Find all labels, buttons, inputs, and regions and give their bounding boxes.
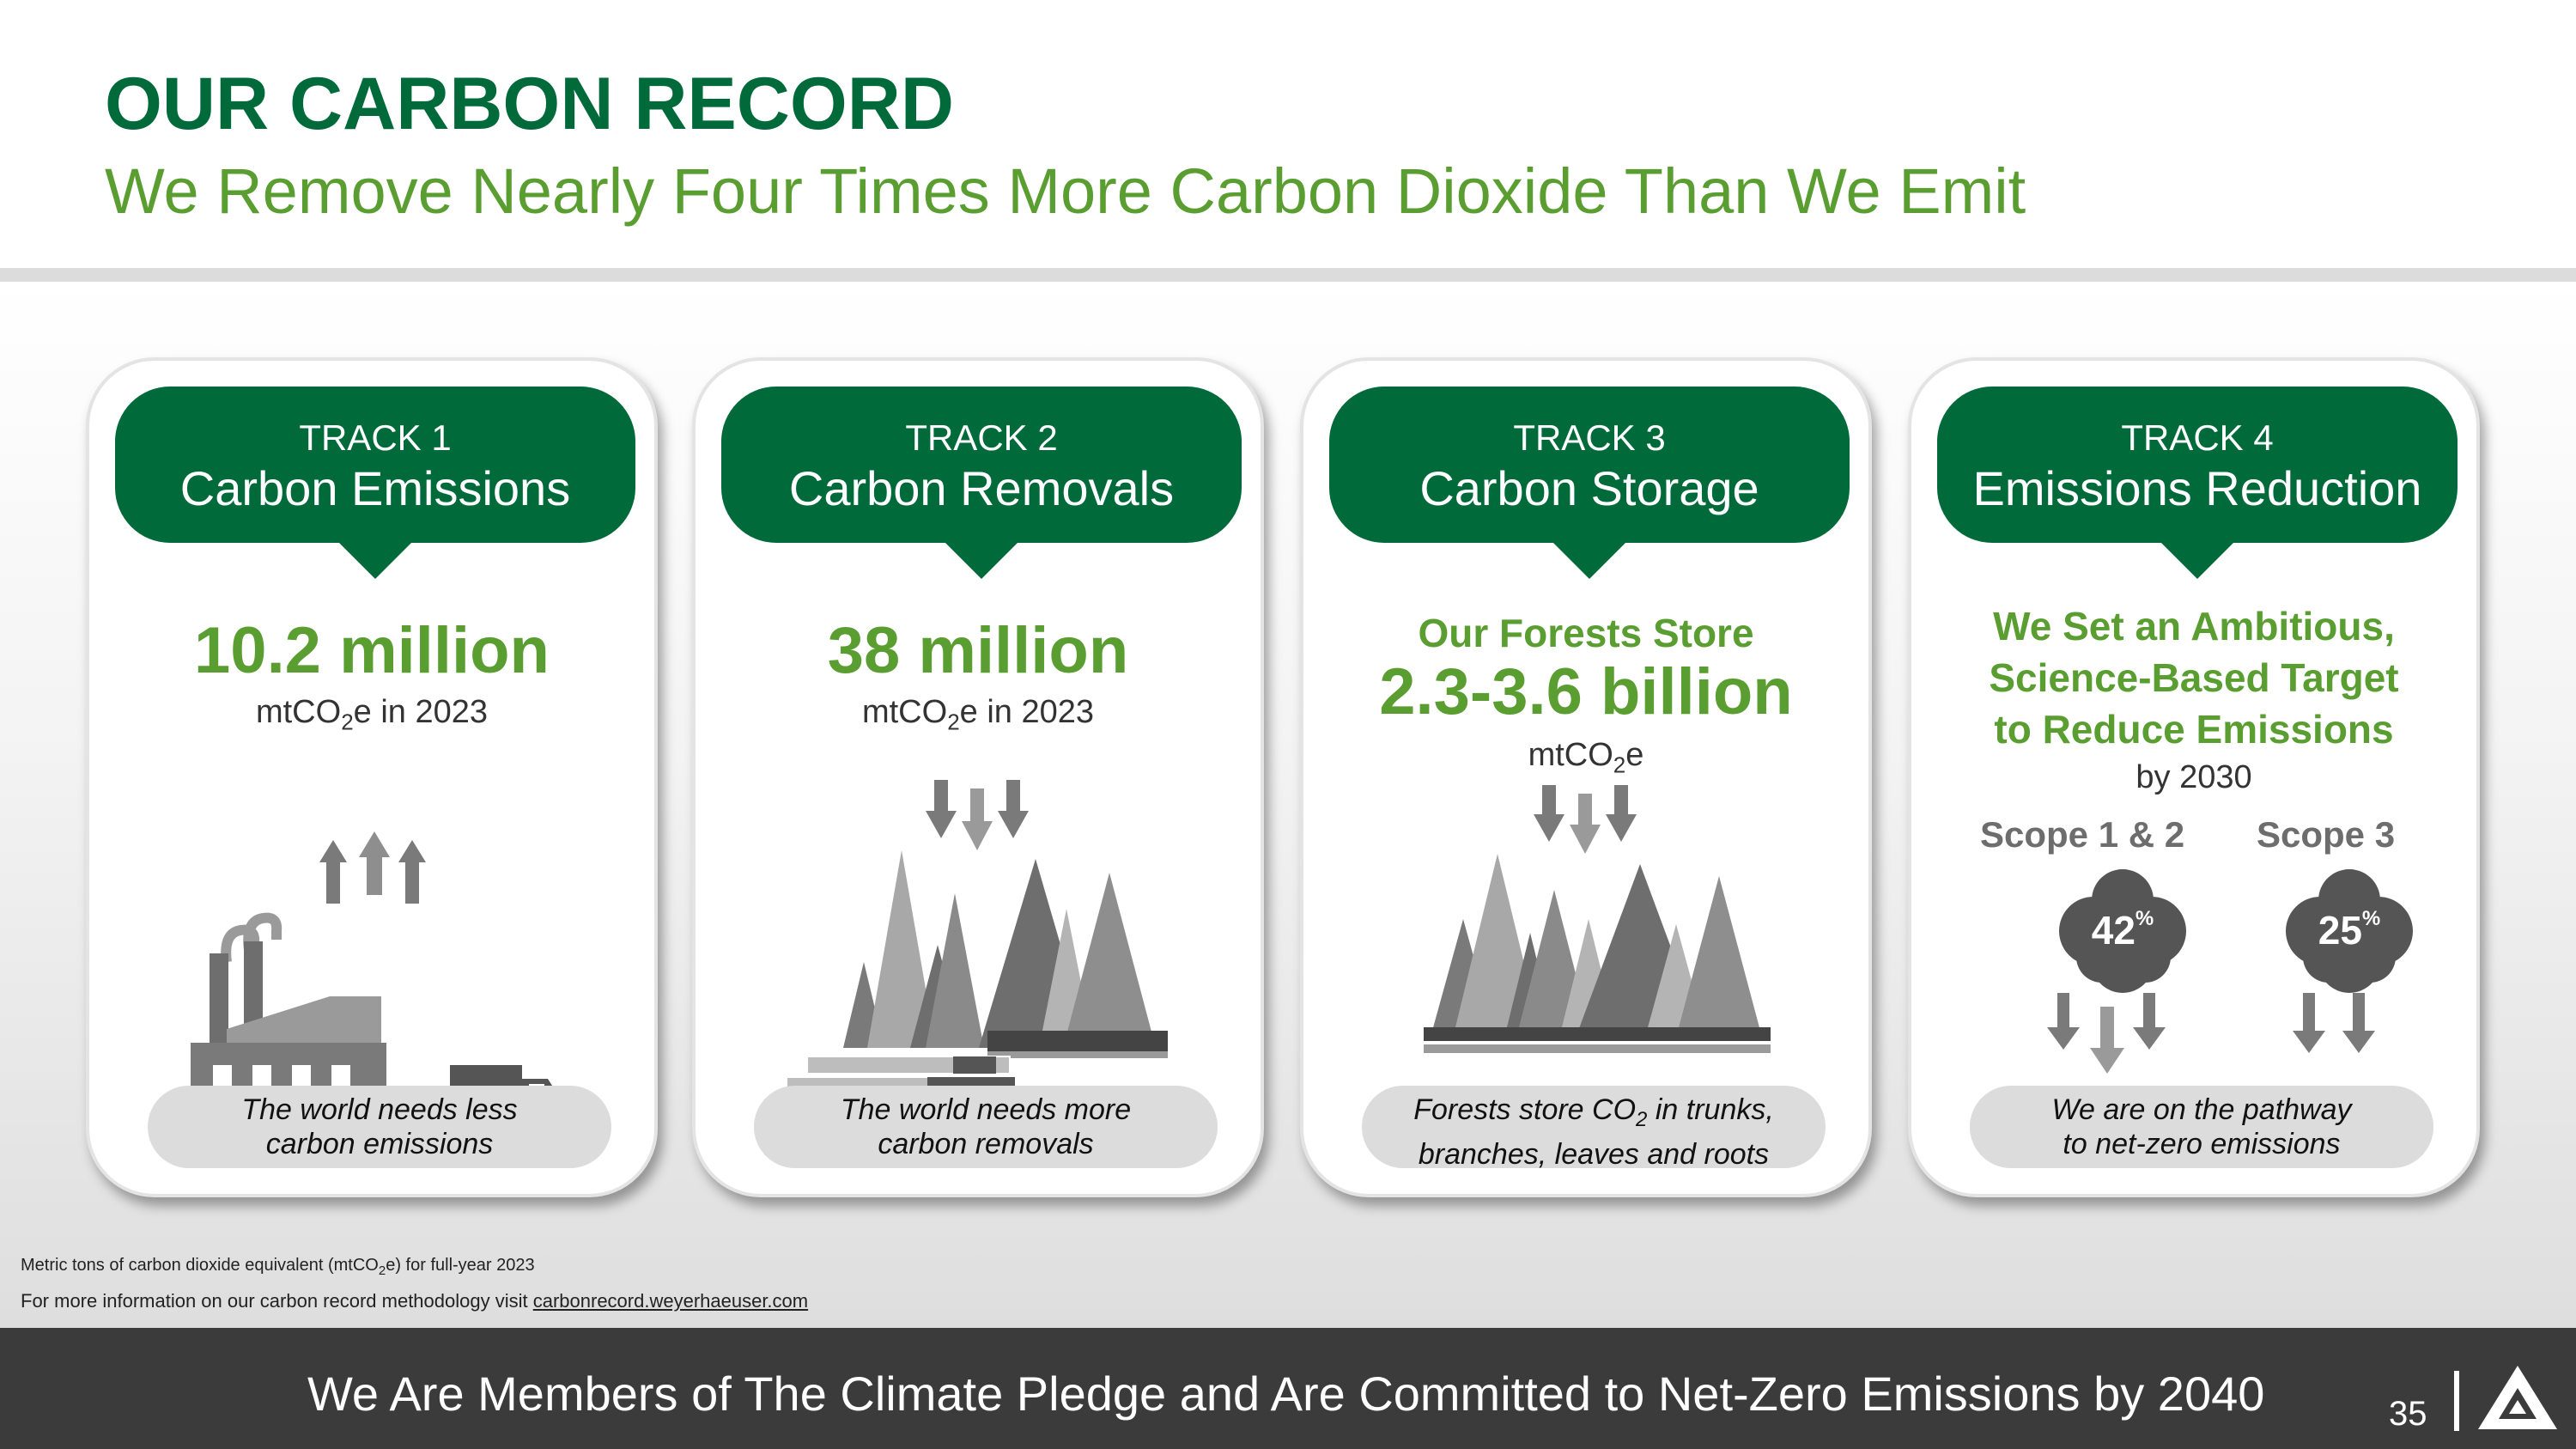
- scope-3-label: Scope 3: [2257, 814, 2396, 855]
- page-title: OUR CARBON RECORD: [105, 63, 954, 145]
- track-header-1: TRACK 1 Carbon Emissions: [115, 387, 635, 579]
- track-unit: mtCO2e in 2023: [861, 694, 1095, 735]
- track-number: TRACK 2: [905, 417, 1058, 458]
- track-card-3: TRACK 3 Carbon Storage Our Forests Store…: [1300, 357, 1872, 1197]
- track-card-1: TRACK 1 Carbon Emissions 10.2 million mt…: [86, 357, 658, 1197]
- track-value: 2.3-3.6 billion: [1379, 655, 1793, 728]
- cloud-reduction-icon: [2047, 869, 2413, 1074]
- track-name: Carbon Storage: [1419, 461, 1759, 515]
- track-lead: Our Forests Store: [1418, 611, 1754, 655]
- track-value: 38 million: [827, 614, 1129, 687]
- track-number: TRACK 4: [2121, 417, 2274, 458]
- track-unit: mtCO2e in 2023: [255, 694, 489, 735]
- track-header-2: TRACK 2 Carbon Removals: [721, 387, 1242, 579]
- target-line-2: Science-Based Target: [1989, 655, 2399, 700]
- track-value: 10.2 million: [194, 614, 550, 687]
- track-card-2: TRACK 2 Carbon Removals 38 million mtCO2…: [692, 357, 1264, 1197]
- track-caption: We are on the pathway to net-zero emissi…: [1970, 1086, 2433, 1168]
- footnote-units: Metric tons of carbon dioxide equivalent…: [21, 1256, 535, 1278]
- track-caption: The world needs more carbon removals: [754, 1086, 1218, 1168]
- track-name: Carbon Removals: [788, 461, 1175, 515]
- page-number: 35: [2389, 1395, 2427, 1433]
- scope-3-percent: 25%: [2318, 907, 2381, 953]
- track-unit: mtCO2e: [1528, 737, 1644, 778]
- weyerhaeuser-logo-icon: [2478, 1366, 2557, 1429]
- track-number: TRACK 3: [1513, 417, 1666, 458]
- track-caption: Forests store CO2 in trunks, branches, l…: [1362, 1086, 1826, 1171]
- scope-1-2-percent: 42%: [2091, 907, 2154, 953]
- target-line-1: We Set an Ambitious,: [1993, 604, 2395, 648]
- footer-pledge-text: We Are Members of The Climate Pledge and…: [307, 1367, 2265, 1421]
- track-number: TRACK 1: [299, 417, 452, 458]
- footer-bar: We Are Members of The Climate Pledge and…: [0, 1328, 2576, 1449]
- target-line-3: to Reduce Emissions: [1994, 707, 2394, 752]
- footnote-methodology: For more information on our carbon recor…: [21, 1290, 809, 1312]
- track-card-4: TRACK 4 Emissions Reduction We Set an Am…: [1908, 357, 2480, 1197]
- factory-icon: [177, 831, 580, 1149]
- track-header-3: TRACK 3 Carbon Storage: [1329, 387, 1850, 579]
- track-name: Carbon Emissions: [179, 461, 571, 515]
- header: OUR CARBON RECORD We Remove Nearly Four …: [0, 0, 2576, 266]
- header-divider: [0, 268, 2576, 282]
- scope-1-2-label: Scope 1 & 2: [1980, 814, 2185, 855]
- forest-icon: [1424, 785, 1771, 1053]
- footer-separator: [2454, 1371, 2459, 1431]
- forest-logs-icon: [777, 780, 1168, 1125]
- track-name: Emissions Reduction: [1972, 461, 2422, 515]
- track-caption: The world needs less carbon emissions: [148, 1086, 611, 1168]
- target-year: by 2030: [2136, 759, 2252, 795]
- page-subtitle: We Remove Nearly Four Times More Carbon …: [105, 155, 2026, 227]
- track-header-4: TRACK 4 Emissions Reduction: [1937, 387, 2458, 579]
- methodology-link[interactable]: carbonrecord.weyerhaeuser.com: [532, 1290, 809, 1312]
